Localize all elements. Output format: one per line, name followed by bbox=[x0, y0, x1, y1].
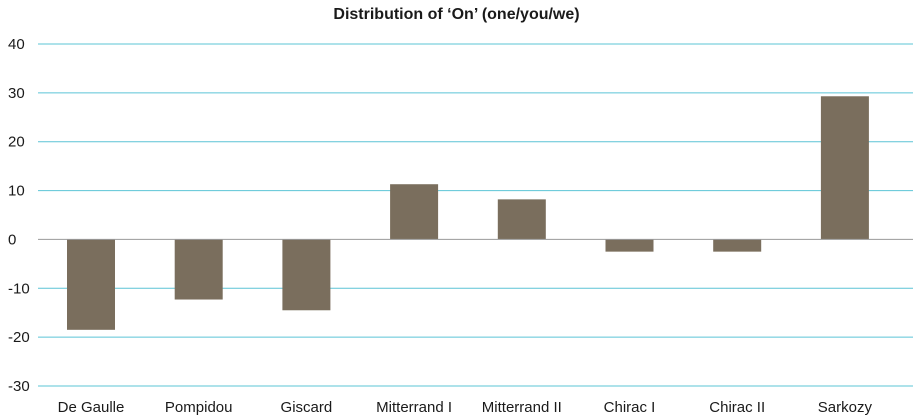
y-tick-label: 20 bbox=[8, 134, 25, 151]
y-tick-label: -20 bbox=[8, 329, 30, 346]
bar-de-gaulle bbox=[67, 239, 115, 330]
x-category-label: Sarkozy bbox=[818, 399, 873, 416]
grid-lines bbox=[38, 43, 913, 387]
x-category-label: Giscard bbox=[281, 399, 333, 416]
bar-giscard bbox=[282, 239, 331, 311]
bar-mitterrand-i bbox=[390, 184, 439, 240]
bar-mitterrand-ii bbox=[497, 199, 546, 240]
x-category-label: Pompidou bbox=[165, 399, 233, 416]
y-tick-label: 0 bbox=[8, 231, 16, 248]
x-category-label: Mitterrand I bbox=[376, 399, 452, 416]
x-category-label: Chirac II bbox=[709, 399, 765, 416]
x-category-label: De Gaulle bbox=[58, 399, 125, 416]
bar-pompidou bbox=[174, 239, 223, 300]
y-tick-label: -10 bbox=[8, 280, 30, 297]
x-category-label: Chirac I bbox=[604, 399, 656, 416]
y-tick-label: 40 bbox=[8, 36, 25, 53]
y-tick-label: 30 bbox=[8, 85, 25, 102]
y-tick-label: -30 bbox=[8, 378, 30, 395]
bars bbox=[67, 96, 869, 330]
x-category-label: Mitterrand II bbox=[482, 399, 562, 416]
y-axis-ticks: 40 30 20 10 0 -10 -20 -30 bbox=[8, 36, 30, 395]
bar-chirac-i bbox=[605, 239, 654, 252]
y-tick-label: 10 bbox=[8, 183, 25, 200]
chart-title: Distribution of ‘On’ (one/you/we) bbox=[333, 6, 580, 23]
bar-sarkozy bbox=[820, 96, 869, 240]
x-axis-labels: De Gaulle Pompidou Giscard Mitterrand I Mitt… bbox=[58, 399, 873, 416]
bar-chirac-ii bbox=[713, 239, 762, 252]
